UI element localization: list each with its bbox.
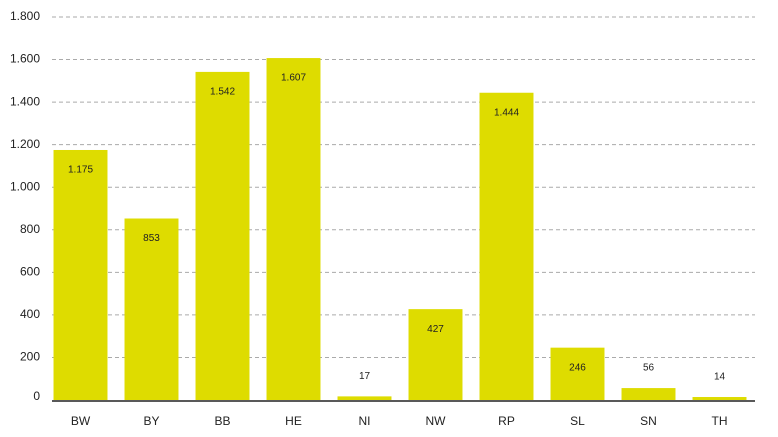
value-label: 853: [143, 233, 160, 244]
bar: [337, 396, 392, 400]
y-tick-label: 0: [33, 389, 40, 403]
bar: [53, 149, 108, 400]
bar: [195, 71, 250, 400]
x-tick-label: SN: [640, 414, 657, 428]
x-tick-label: NW: [426, 414, 447, 428]
x-tick-label: TH: [712, 414, 728, 428]
y-tick-label: 800: [20, 222, 40, 236]
value-label: 1.175: [68, 165, 93, 176]
value-label: 1.607: [281, 73, 306, 84]
y-tick-label: 200: [20, 350, 40, 364]
y-tick-label: 1.000: [10, 179, 40, 193]
x-tick-label: NI: [359, 414, 371, 428]
y-tick-label: 1.800: [10, 9, 40, 23]
y-tick-label: 1.600: [10, 52, 40, 66]
bar: [266, 58, 321, 401]
y-tick-label: 400: [20, 307, 40, 321]
x-tick-label: BB: [214, 414, 230, 428]
bar: [550, 347, 605, 400]
x-tick-label: HE: [285, 414, 302, 428]
x-tick-label: BY: [143, 414, 159, 428]
value-label: 427: [427, 324, 444, 335]
bar: [124, 218, 179, 400]
bar: [692, 397, 747, 400]
bar: [621, 388, 676, 400]
y-tick-label: 600: [20, 265, 40, 279]
bar: [408, 309, 463, 400]
value-label: 14: [714, 372, 726, 383]
x-tick-label: BW: [71, 414, 91, 428]
value-label: 56: [643, 363, 655, 374]
y-tick-label: 1.200: [10, 137, 40, 151]
value-label: 1.542: [210, 87, 235, 98]
value-label: 17: [359, 371, 371, 382]
x-tick-label: SL: [570, 414, 585, 428]
x-tick-label: RP: [498, 414, 515, 428]
value-label: 246: [569, 362, 586, 373]
value-label: 1.444: [494, 107, 519, 118]
bar: [479, 92, 534, 400]
y-tick-label: 1.400: [10, 94, 40, 108]
